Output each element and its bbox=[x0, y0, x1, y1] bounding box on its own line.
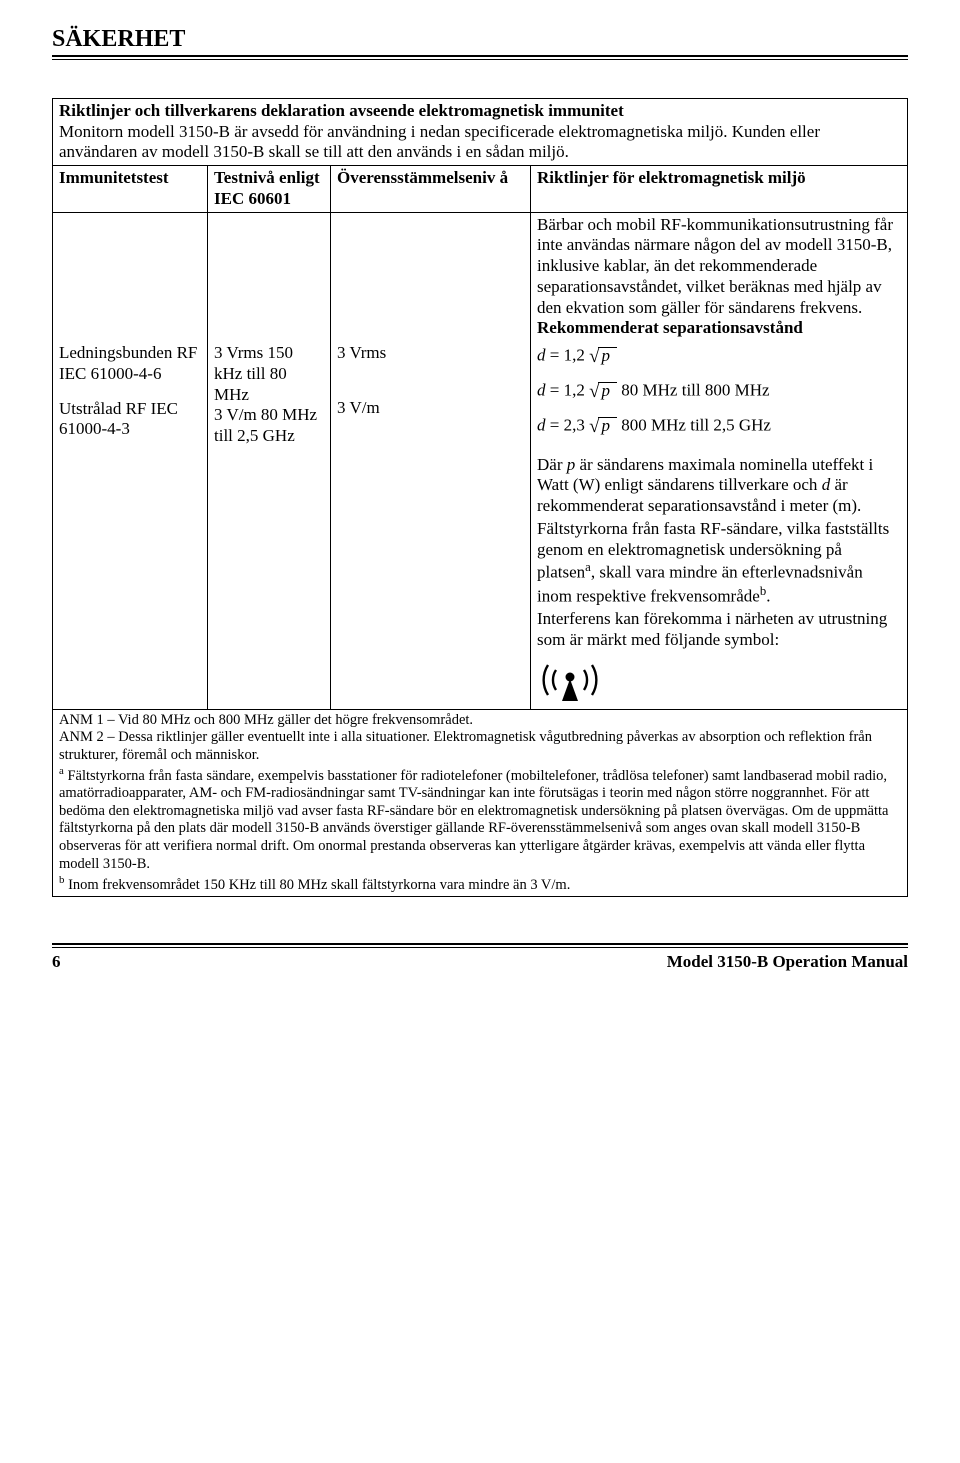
pre-text-row: Bärbar och mobil RF-kommunikationsutrust… bbox=[53, 212, 908, 341]
table-title-row: Riktlinjer och tillverkarens deklaration… bbox=[53, 99, 908, 166]
page-footer: 6 Model 3150-B Operation Manual bbox=[52, 943, 908, 972]
post-para-3: Interferens kan förekomma i närheten av … bbox=[537, 609, 901, 650]
notes-row: ANM 1 – Vid 80 MHz och 800 MHz gäller de… bbox=[53, 709, 908, 897]
equation-2: d = 1,2 √p 80 MHz till 800 MHz bbox=[537, 380, 901, 403]
equation-1: d = 1,2 √p bbox=[537, 345, 901, 368]
hdr-testniva: Testnivå enligt IEC 60601 bbox=[208, 166, 331, 212]
test2-name: Utstrålad RF IEC 61000-4-3 bbox=[59, 399, 201, 440]
page-number: 6 bbox=[52, 952, 61, 972]
doc-title: Model 3150-B Operation Manual bbox=[667, 952, 908, 972]
hdr-riktlinjer: Riktlinjer för elektromagnetisk miljö bbox=[531, 166, 908, 212]
test1-level: 3 Vrms 150 kHz till 80 MHz bbox=[214, 343, 324, 405]
equation-3: d = 2,3 √p 800 MHz till 2,5 GHz bbox=[537, 415, 901, 438]
note-b: b Inom frekvensområdet 150 KHz till 80 M… bbox=[59, 874, 901, 895]
test2-compliance: 3 V/m bbox=[337, 398, 524, 419]
pre-text: Bärbar och mobil RF-kommunikationsutrust… bbox=[537, 215, 893, 317]
footer-rule bbox=[52, 943, 908, 948]
table-title-desc: Monitorn modell 3150-B är avsedd för anv… bbox=[59, 122, 820, 162]
table-title-bold: Riktlinjer och tillverkarens deklaration… bbox=[59, 101, 624, 120]
note-anm1: ANM 1 – Vid 80 MHz och 800 MHz gäller de… bbox=[59, 712, 901, 730]
double-rule bbox=[52, 55, 908, 60]
test1-compliance: 3 Vrms bbox=[337, 343, 524, 364]
data-row: Ledningsbunden RF IEC 61000-4-6 Utstråla… bbox=[53, 341, 908, 709]
note-anm2: ANM 2 – Dessa riktlinjer gäller eventuel… bbox=[59, 729, 901, 764]
pre-text-bold: Rekommenderat separationsavstånd bbox=[537, 318, 803, 337]
post-para-1: Där p är sändarens maximala nominella ut… bbox=[537, 455, 901, 517]
hdr-overensstammelse: Överensstämmelseniv å bbox=[331, 166, 531, 212]
section-title: SÄKERHET bbox=[52, 26, 908, 53]
note-a: a Fältstyrkorna från fasta sändare, exem… bbox=[59, 765, 901, 874]
test2-level: 3 V/m 80 MHz till 2,5 GHz bbox=[214, 405, 324, 446]
table-header-row: Immunitetstest Testnivå enligt IEC 60601… bbox=[53, 166, 908, 212]
rf-interference-icon bbox=[537, 655, 603, 705]
test1-name: Ledningsbunden RF IEC 61000-4-6 bbox=[59, 343, 201, 384]
post-para-2: Fältstyrkorna från fasta RF-sändare, vil… bbox=[537, 519, 901, 607]
hdr-immunitetstest: Immunitetstest bbox=[53, 166, 208, 212]
immunity-table: Riktlinjer och tillverkarens deklaration… bbox=[52, 98, 908, 897]
